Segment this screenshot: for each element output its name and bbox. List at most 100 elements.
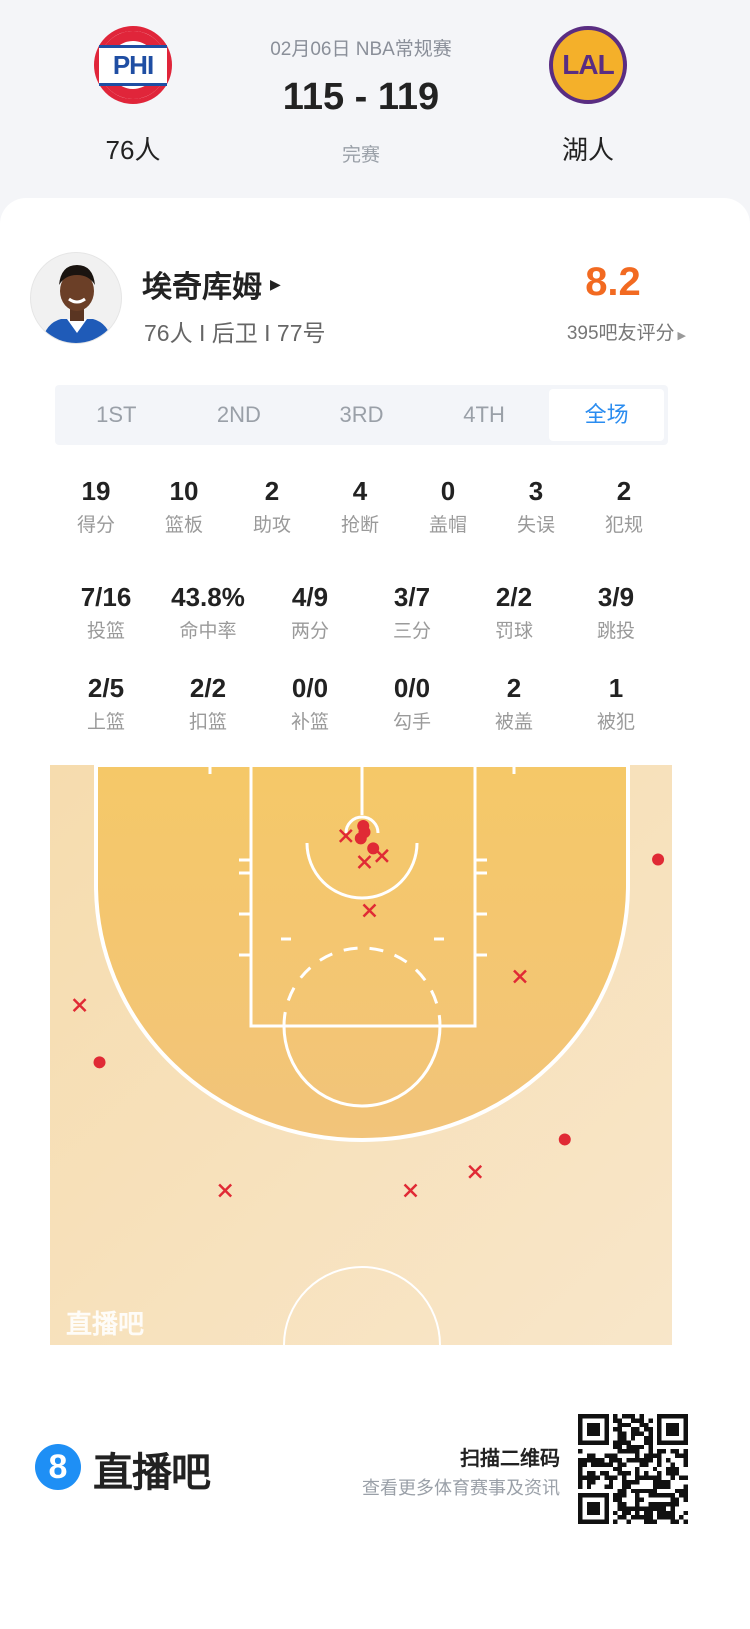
stats-row-shooting: 7/16 投篮 43.8% 命中率 4/9 两分 3/7 三分 2/2 罚球 3/9 跳投	[55, 580, 667, 643]
stat-label: 犯规	[604, 515, 643, 536]
stat-stats_row3-4: 2 被盖	[463, 671, 565, 734]
period-tabs: 1ST 2ND 3RD 4TH 全场	[55, 385, 668, 445]
player-name-link[interactable]: 埃奇库姆 ▶	[142, 262, 281, 306]
missed-shot-marker	[375, 848, 389, 863]
stats-row-basic: 19 得分 10 篮板 2 助攻 4 抢断 0 盖帽 3 失误 2 犯规	[52, 474, 668, 537]
missed-shot-marker	[403, 1183, 418, 1198]
player-avatar[interactable]	[30, 252, 122, 344]
stat-label: 两分	[290, 621, 329, 642]
stat-label: 抢断	[340, 515, 379, 536]
stat-value: 10	[169, 476, 199, 506]
missed-shot-marker	[218, 1183, 233, 1198]
stat-label: 命中率	[179, 621, 237, 642]
stat-value: 7/16	[80, 582, 132, 612]
made-shot-marker	[652, 853, 665, 866]
tab-3rd[interactable]: 3RD	[339, 402, 384, 427]
stat-value: 2	[616, 476, 632, 506]
rating-link[interactable]: 395吧友评分 ▶	[520, 318, 686, 345]
missed-shot-marker	[338, 829, 353, 843]
stat-label: 补篮	[290, 712, 329, 733]
tab-2nd[interactable]: 2ND	[216, 402, 261, 427]
three-point-line	[94, 763, 630, 1142]
stat-stats_row3-2: 0/0 补篮	[259, 671, 361, 734]
center-circle	[283, 1266, 441, 1346]
phi-logo-text: PHI	[99, 44, 167, 86]
caret-right-icon: ▶	[677, 330, 686, 342]
stat-stats_row2-2: 4/9 两分	[259, 580, 361, 643]
game-score: 115 - 119	[282, 76, 440, 118]
stat-stats_row1-5: 3 失误	[492, 474, 580, 537]
game-date-league: 02月06日 NBA常规赛	[270, 39, 452, 60]
stat-stats_row1-2: 2 助攻	[228, 474, 316, 537]
missed-shot-marker	[72, 998, 87, 1012]
stat-label: 被犯	[596, 712, 635, 733]
stat-label: 上篮	[86, 712, 125, 733]
stat-stats_row2-1: 43.8% 命中率	[157, 580, 259, 643]
made-shot-marker	[354, 832, 367, 845]
stat-value: 3/9	[597, 582, 635, 612]
stat-label: 跳投	[596, 621, 635, 642]
qr-title: 扫描二维码	[460, 1448, 560, 1470]
missed-shot-marker	[468, 1164, 483, 1179]
player-rating: 8.2	[585, 260, 641, 304]
stat-stats_row1-6: 2 犯规	[580, 474, 668, 537]
stat-value: 3/7	[393, 582, 431, 612]
stat-stats_row3-5: 1 被犯	[565, 671, 667, 734]
stat-label: 被盖	[494, 712, 533, 733]
stat-stats_row2-4: 2/2 罚球	[463, 580, 565, 643]
stat-value: 2/5	[87, 673, 125, 703]
rating-label: 395吧友评分	[566, 323, 675, 344]
stat-label: 罚球	[494, 621, 533, 642]
stat-value: 1	[608, 673, 624, 703]
stat-label: 投篮	[86, 621, 125, 642]
player-photo-icon	[41, 265, 113, 343]
stat-stats_row2-3: 3/7 三分	[361, 580, 463, 643]
missed-shot-marker	[513, 969, 527, 984]
shot-chart: 直播吧	[50, 763, 672, 1346]
stat-label: 得分	[76, 515, 115, 536]
free-throw-circle	[282, 1025, 442, 1108]
stat-stats_row3-0: 2/5 上篮	[55, 671, 157, 734]
stat-value: 2/2	[495, 582, 533, 612]
tab-4th[interactable]: 4TH	[463, 402, 505, 427]
stat-label: 勾手	[392, 712, 431, 733]
stat-stats_row1-1: 10 篮板	[140, 474, 228, 537]
lal-team-logo[interactable]: LAL	[549, 26, 627, 104]
brand-name: 直播吧	[93, 1451, 211, 1495]
stat-stats_row1-4: 0 盖帽	[404, 474, 492, 537]
stat-stats_row2-0: 7/16 投篮	[55, 580, 157, 643]
stat-value: 0	[440, 476, 456, 506]
missed-shot-marker	[362, 903, 377, 918]
watermark: 直播吧	[66, 1309, 144, 1339]
phi-team-logo[interactable]: PHI	[94, 26, 172, 104]
stat-label: 扣篮	[188, 712, 227, 733]
stat-value: 19	[81, 476, 111, 506]
stat-value: 2	[264, 476, 280, 506]
brand-logo-icon: 8	[35, 1444, 81, 1490]
qr-code[interactable]	[578, 1414, 688, 1524]
stat-label: 篮板	[164, 515, 203, 536]
stats-row-shot-types: 2/5 上篮 2/2 扣篮 0/0 补篮 0/0 勾手 2 被盖 1 被犯	[55, 671, 667, 734]
restricted-area	[305, 842, 419, 900]
made-shot-marker	[558, 1133, 571, 1146]
tab-full-game[interactable]: 全场	[549, 389, 664, 441]
player-name: 埃奇库姆	[142, 271, 262, 304]
stat-value: 4/9	[291, 582, 329, 612]
stat-label: 盖帽	[428, 515, 467, 536]
stat-value: 0/0	[291, 673, 329, 703]
stat-stats_row1-3: 4 抢断	[316, 474, 404, 537]
stat-value: 2	[506, 673, 522, 703]
caret-right-icon: ▶	[270, 275, 281, 292]
stat-stats_row2-5: 3/9 跳投	[565, 580, 667, 643]
home-team-name[interactable]: 76人	[105, 135, 161, 165]
stat-value: 3	[528, 476, 544, 506]
game-status: 完赛	[341, 145, 380, 166]
stat-label: 失误	[516, 515, 555, 536]
stat-label: 三分	[392, 621, 431, 642]
missed-shot-marker	[357, 855, 372, 869]
stat-stats_row3-1: 2/2 扣篮	[157, 671, 259, 734]
tab-1st[interactable]: 1ST	[96, 402, 137, 427]
stat-value: 43.8%	[171, 582, 245, 612]
away-team-name[interactable]: 湖人	[561, 135, 614, 165]
stat-value: 0/0	[393, 673, 431, 703]
